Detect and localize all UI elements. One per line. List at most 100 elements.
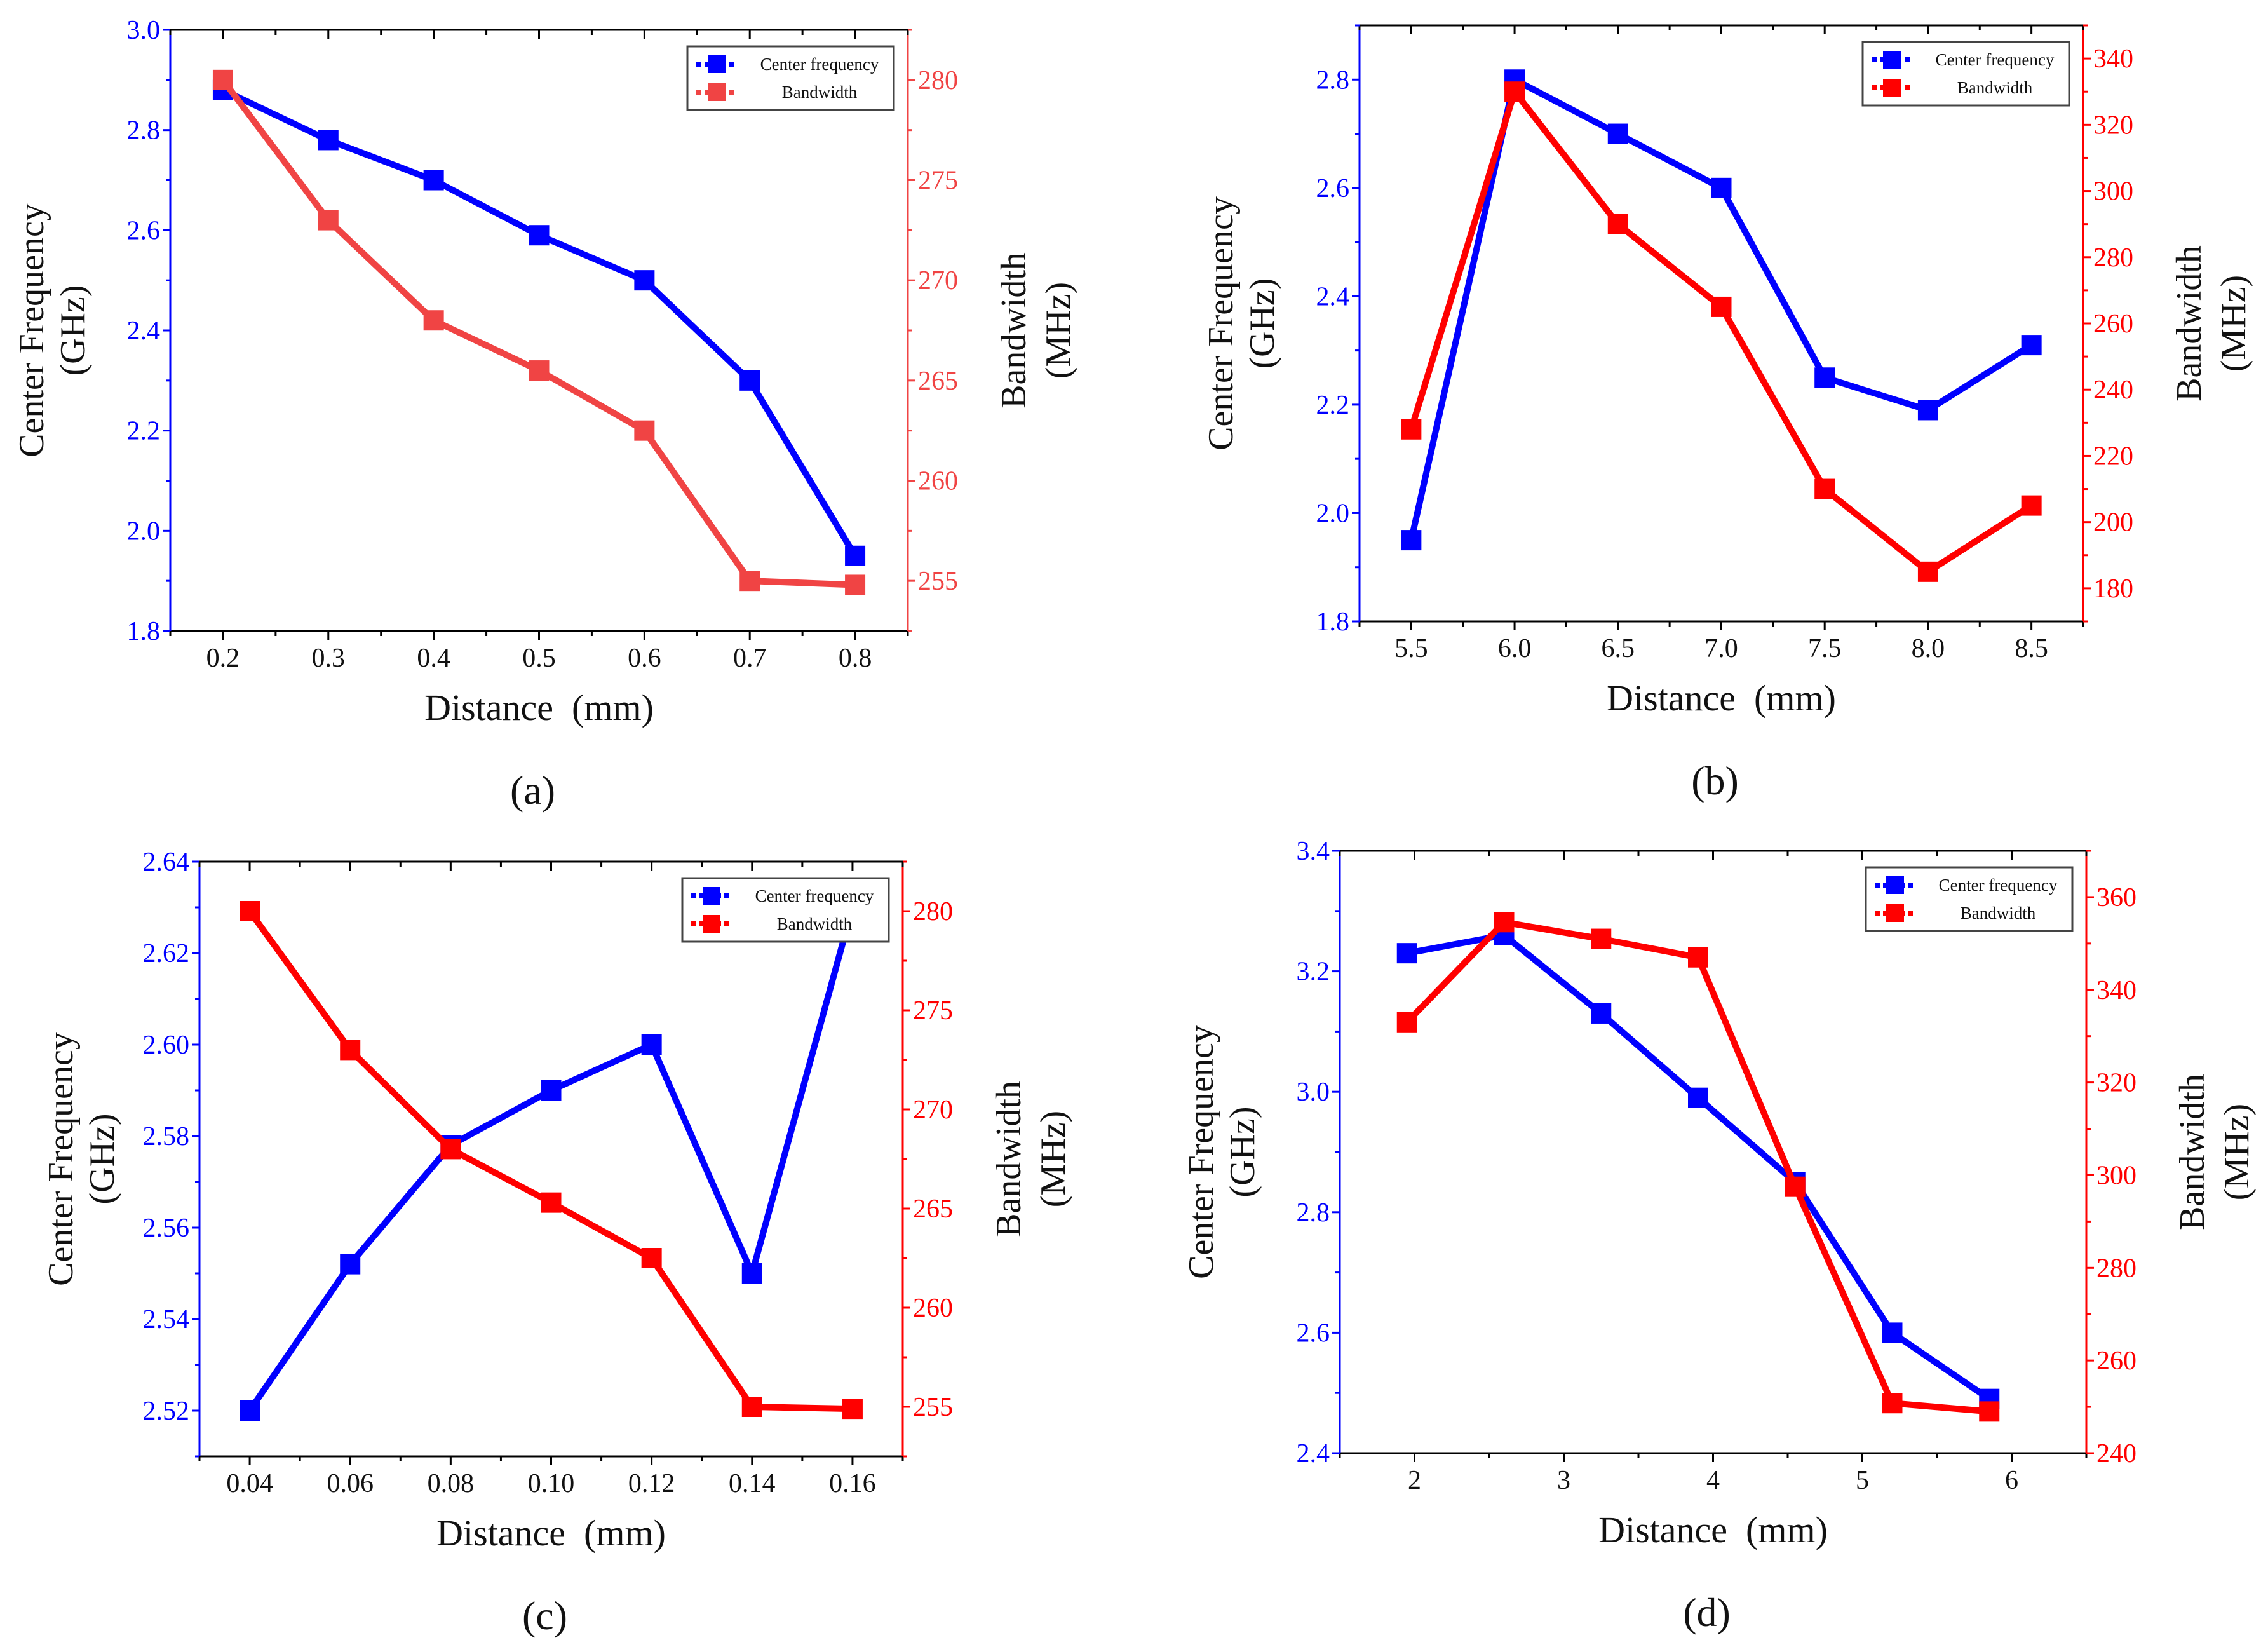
data-point-bandwidth bbox=[1396, 1012, 1417, 1033]
data-point-center-frequency bbox=[423, 170, 444, 191]
legend-label: Center frequency bbox=[760, 55, 879, 74]
right-y-tick-label: 240 bbox=[2093, 376, 2133, 405]
series-line-center-frequency bbox=[221, 87, 858, 558]
right-y-tick-label: 255 bbox=[913, 1393, 953, 1422]
legend-swatch-marker bbox=[1883, 51, 1901, 69]
right-y-axis-title: Bandwidth bbox=[989, 1081, 1029, 1237]
right-y-tick-label: 260 bbox=[2096, 1346, 2136, 1376]
right-y-tick-label: 360 bbox=[2096, 883, 2136, 912]
panel-label: (a) bbox=[510, 768, 555, 813]
left-y-axis-title: Center Frequency bbox=[1182, 1025, 1221, 1279]
right-y-tick-label: 260 bbox=[913, 1294, 953, 1323]
series-line-bandwidth bbox=[1408, 88, 2034, 575]
legend-label: Center frequency bbox=[1939, 876, 2058, 895]
legend-swatch-marker bbox=[1886, 876, 1904, 894]
data-point-bandwidth bbox=[842, 1399, 863, 1420]
x-tick-label: 0.14 bbox=[729, 1469, 776, 1498]
x-tick-label: 0.10 bbox=[528, 1469, 575, 1498]
data-point-bandwidth bbox=[2021, 495, 2042, 516]
data-point-center-frequency bbox=[641, 1034, 662, 1055]
data-point-center-frequency bbox=[634, 270, 655, 291]
left-y-tick-label: 2.0 bbox=[1316, 499, 1350, 528]
left-y-tick-label: 2.62 bbox=[143, 939, 190, 968]
left-y-axis-unit: (GHz) bbox=[83, 1113, 122, 1204]
x-tick-label: 0.12 bbox=[628, 1469, 675, 1498]
right-y-tick-label: 200 bbox=[2093, 508, 2133, 538]
x-tick-label: 6 bbox=[2005, 1466, 2018, 1495]
left-y-tick-label: 2.64 bbox=[143, 848, 190, 877]
data-point-center-frequency bbox=[318, 130, 339, 151]
x-tick-label: 6.5 bbox=[1602, 634, 1635, 663]
legend: Center frequency Bandwidth bbox=[1865, 866, 2074, 932]
left-y-tick-label: 2.4 bbox=[1316, 282, 1350, 311]
legend: Center frequency Bandwidth bbox=[686, 45, 895, 111]
right-y-axis-title: Bandwidth bbox=[2170, 245, 2209, 402]
left-y-axis-title: Center Frequency bbox=[12, 203, 51, 458]
right-y-axis-unit: (MHz) bbox=[1039, 282, 1078, 379]
x-tick-label: 0.7 bbox=[733, 644, 767, 673]
x-tick-label: 5.5 bbox=[1394, 634, 1428, 663]
panel-label: (c) bbox=[522, 1593, 567, 1638]
left-y-tick-label: 2.6 bbox=[1316, 174, 1350, 203]
data-point-bandwidth bbox=[1688, 947, 1708, 968]
data-point-bandwidth bbox=[541, 1192, 562, 1213]
data-point-center-frequency bbox=[1396, 943, 1417, 964]
legend: Center frequency Bandwidth bbox=[681, 877, 890, 943]
left-y-tick-label: 2.2 bbox=[1316, 391, 1350, 420]
legend-swatch-marker bbox=[1883, 79, 1901, 97]
data-point-center-frequency bbox=[240, 1400, 260, 1421]
x-tick-label: 0.16 bbox=[829, 1469, 876, 1498]
right-y-axis-title: Bandwidth bbox=[2173, 1074, 2212, 1230]
left-y-tick-label: 2.8 bbox=[1297, 1198, 1330, 1228]
x-tick-label: 8.5 bbox=[2015, 634, 2048, 663]
left-y-tick-label: 3.2 bbox=[1297, 958, 1330, 987]
x-axis-title: Distance (mm) bbox=[436, 1512, 666, 1554]
right-y-axis-title: Bandwidth bbox=[994, 252, 1034, 409]
x-tick-label: 3 bbox=[1557, 1466, 1570, 1495]
data-point-bandwidth bbox=[240, 901, 260, 921]
left-y-axis-unit: (GHz) bbox=[1243, 278, 1282, 369]
chart-panel-d: 2 3 4 5 6 2.4 2.6 2.8 3.0 3.2 3.4 240 260 280 300 320 34… bbox=[1182, 837, 2257, 1635]
left-y-tick-label: 2.8 bbox=[1316, 65, 1350, 95]
data-point-bandwidth bbox=[845, 574, 866, 595]
data-point-center-frequency bbox=[1607, 123, 1628, 144]
data-point-bandwidth bbox=[1591, 928, 1612, 949]
left-y-tick-label: 3.0 bbox=[127, 16, 161, 45]
right-y-tick-label: 275 bbox=[913, 996, 953, 1026]
left-y-tick-label: 3.4 bbox=[1297, 837, 1330, 866]
right-y-tick-label: 300 bbox=[2093, 177, 2133, 207]
data-point-bandwidth bbox=[1814, 478, 1835, 499]
data-point-bandwidth bbox=[529, 360, 550, 381]
legend-swatch-marker bbox=[708, 55, 726, 73]
right-y-tick-label: 340 bbox=[2096, 976, 2136, 1005]
legend-swatch-marker bbox=[703, 915, 720, 933]
x-tick-label: 7.0 bbox=[1704, 634, 1738, 663]
data-point-bandwidth bbox=[423, 310, 444, 331]
x-tick-label: 6.0 bbox=[1498, 634, 1532, 663]
chart-panel-b: 5.5 6.0 6.5 7.0 7.5 8.0 8.5 1.8 2.0 2.2 2.4 2.6 2.8 1… bbox=[1201, 24, 2253, 803]
left-y-tick-label: 2.58 bbox=[143, 1122, 190, 1151]
legend-label: Bandwidth bbox=[777, 914, 853, 933]
data-point-center-frequency bbox=[845, 545, 866, 566]
chart-panel-c: 0.04 0.06 0.08 0.10 0.12 0.14 0.16 2.52 2.54 2.56… bbox=[41, 848, 1073, 1638]
data-point-bandwidth bbox=[641, 1248, 662, 1268]
data-point-bandwidth bbox=[1711, 296, 1732, 317]
x-tick-label: 0.04 bbox=[226, 1469, 273, 1498]
x-tick-label: 0.2 bbox=[206, 644, 240, 673]
data-point-center-frequency bbox=[741, 1263, 762, 1284]
right-y-tick-label: 220 bbox=[2093, 442, 2133, 471]
right-y-tick-label: 320 bbox=[2096, 1069, 2136, 1098]
data-point-center-frequency bbox=[340, 1254, 361, 1275]
data-point-bandwidth bbox=[1785, 1176, 1806, 1197]
left-y-tick-label: 1.8 bbox=[127, 617, 161, 646]
left-y-tick-label: 2.52 bbox=[143, 1397, 190, 1426]
left-y-tick-label: 2.6 bbox=[1297, 1318, 1330, 1348]
data-point-bandwidth bbox=[440, 1139, 461, 1160]
right-y-tick-label: 270 bbox=[918, 266, 958, 295]
left-y-tick-label: 2.4 bbox=[127, 316, 161, 346]
left-y-tick-label: 2.0 bbox=[127, 517, 161, 546]
right-y-tick-label: 280 bbox=[2093, 243, 2133, 273]
legend-label: Bandwidth bbox=[1961, 904, 2036, 923]
x-tick-label: 0.3 bbox=[312, 644, 346, 673]
